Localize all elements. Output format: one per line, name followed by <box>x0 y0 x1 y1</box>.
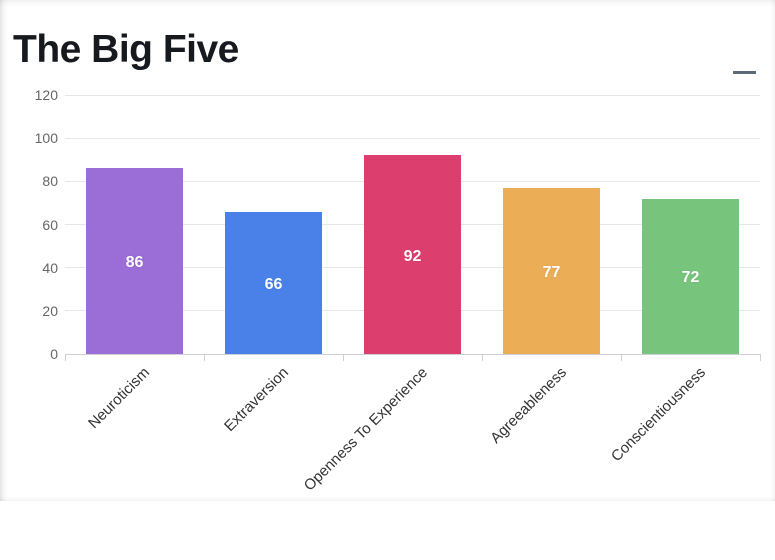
gridline-y-100 <box>65 137 760 139</box>
y-axis-tick-label-80: 80 <box>42 173 58 190</box>
y-axis-tick-label-40: 40 <box>42 259 58 276</box>
page-title: The Big Five <box>13 28 239 72</box>
bar-value-label-extraversion: 66 <box>264 275 283 293</box>
bar-chart: 0 20 40 60 80 100 120 86 Neuroticism 66 Extraversi… <box>34 87 761 494</box>
x-axis-tick <box>65 355 66 361</box>
bar-extraversion[interactable]: 66 <box>225 211 322 354</box>
x-axis-tick <box>760 355 761 361</box>
bar-agreeableness[interactable]: 77 <box>503 187 600 354</box>
chart-context-menu-button[interactable] <box>733 60 759 82</box>
x-axis-tick <box>204 355 205 361</box>
x-axis-line <box>65 354 761 355</box>
x-axis-tick <box>482 355 483 361</box>
bar-value-label-openness-to-experience: 92 <box>403 247 422 265</box>
x-axis-tick <box>343 355 344 361</box>
y-axis-tick-label-100: 100 <box>34 130 58 147</box>
bar-value-label-agreeableness: 77 <box>542 263 561 281</box>
bar-value-label-conscientiousness: 72 <box>681 269 700 287</box>
bar-conscientiousness[interactable]: 72 <box>642 198 739 354</box>
bar-value-label-neuroticism: 86 <box>125 254 144 272</box>
y-axis-tick-label-60: 60 <box>42 216 58 233</box>
bar-openness-to-experience[interactable]: 92 <box>364 155 461 354</box>
page-background: The Big Five 0 20 40 60 80 100 120 86 Neuroticis… <box>13 28 761 494</box>
y-axis-tick-label-20: 20 <box>42 302 58 319</box>
bar-neuroticism[interactable]: 86 <box>86 168 183 354</box>
x-axis-tick <box>621 355 622 361</box>
gridline-y-120 <box>65 94 760 96</box>
y-axis-tick-label-0: 0 <box>50 346 58 362</box>
y-axis-tick-label-120: 120 <box>34 87 58 103</box>
